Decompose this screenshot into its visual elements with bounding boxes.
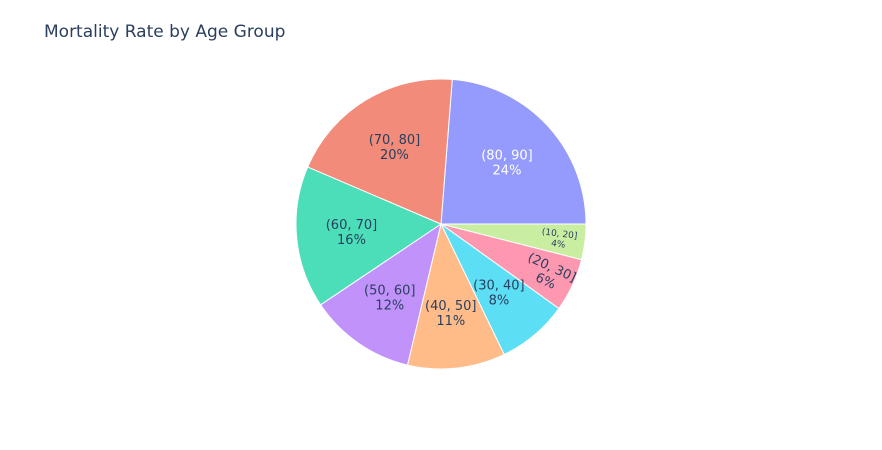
pie-slice[interactable] [295,166,443,306]
slice-label: (50, 60] 12% [364,284,416,314]
pie-slice[interactable] [406,222,505,370]
slice-label: (40, 50] 11% [425,299,477,329]
slice-label: (60, 70] 16% [326,218,378,248]
pie-slice[interactable] [440,78,587,225]
pie-slice[interactable] [319,222,442,366]
pie-slices [295,78,587,370]
pie-slice[interactable] [307,78,453,225]
chart-title: Mortality Rate by Age Group [44,22,286,42]
slice-label: (70, 80] 20% [369,133,421,163]
slice-label: (10, 20]4% [540,227,578,252]
slice-label: (30, 40] 8% [473,279,525,309]
slice-label: (80, 90] 24% [481,149,533,179]
